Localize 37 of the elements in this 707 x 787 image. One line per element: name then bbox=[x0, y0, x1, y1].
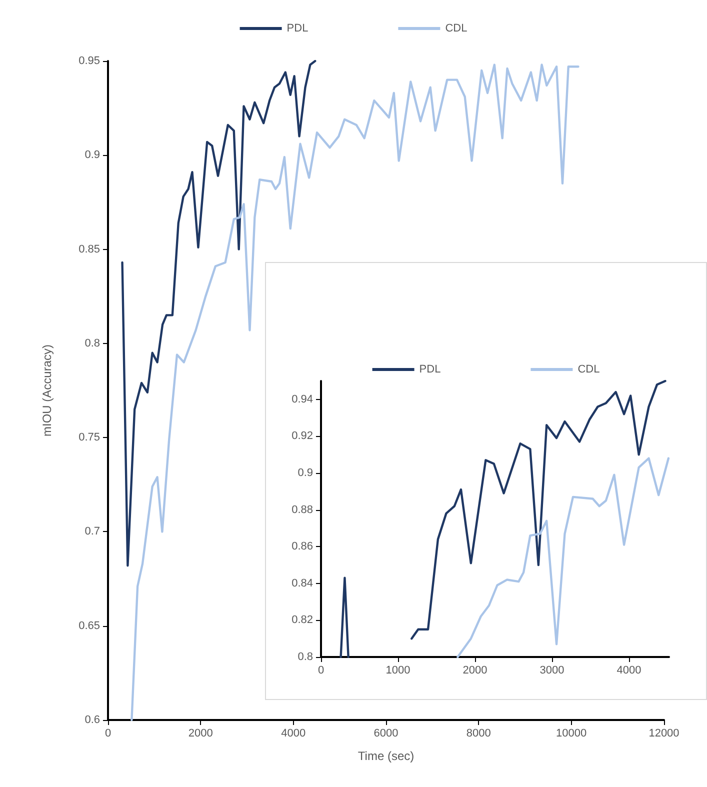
y-tick-label: 0.88 bbox=[292, 504, 313, 516]
y-tick-label: 0.65 bbox=[78, 620, 100, 632]
y-axis-title: mIOU (Accuracy) bbox=[40, 344, 54, 437]
y-tick-label: 0.7 bbox=[84, 526, 100, 538]
y-tick-label: 0.6 bbox=[84, 714, 100, 726]
x-axis-title: Time (sec) bbox=[358, 749, 414, 763]
legend-label: CDL bbox=[578, 364, 600, 376]
x-tick-label: 4000 bbox=[616, 664, 642, 676]
line-series bbox=[121, 60, 316, 567]
line-series bbox=[130, 64, 580, 722]
x-tick-label: 10000 bbox=[556, 728, 587, 740]
y-tick-label: 0.8 bbox=[298, 651, 313, 663]
y-tick-label: 0.9 bbox=[84, 149, 100, 162]
y-tick-label: 0.95 bbox=[78, 55, 100, 67]
y-tick-label: 0.85 bbox=[78, 243, 100, 256]
y-tick-label: 0.8 bbox=[84, 337, 100, 350]
x-tick-label: 2000 bbox=[188, 728, 213, 740]
y-tick-label: 0.86 bbox=[292, 540, 313, 553]
y-tick-label: 0.9 bbox=[298, 467, 313, 479]
x-tick-label: 0 bbox=[318, 664, 324, 676]
y-tick-label: 0.82 bbox=[292, 614, 313, 626]
x-tick-label: 6000 bbox=[374, 728, 398, 740]
y-tick-label: 0.84 bbox=[292, 577, 313, 590]
x-tick-label: 1000 bbox=[386, 664, 410, 676]
x-tick-label: 4000 bbox=[281, 728, 306, 740]
legend-label: CDL bbox=[445, 22, 468, 34]
y-tick-label: 0.94 bbox=[292, 393, 313, 406]
x-tick-label: 8000 bbox=[466, 728, 491, 740]
legend-label: PDL bbox=[419, 364, 441, 376]
x-tick-label: 3000 bbox=[540, 664, 564, 676]
x-tick-label: 2000 bbox=[462, 664, 488, 676]
line-series bbox=[456, 457, 670, 658]
legend-label: PDL bbox=[286, 22, 308, 34]
y-tick-label: 0.75 bbox=[78, 432, 100, 444]
y-tick-label: 0.92 bbox=[292, 430, 313, 442]
x-tick-label: 0 bbox=[104, 728, 112, 740]
x-tick-label: 12000 bbox=[648, 728, 680, 740]
